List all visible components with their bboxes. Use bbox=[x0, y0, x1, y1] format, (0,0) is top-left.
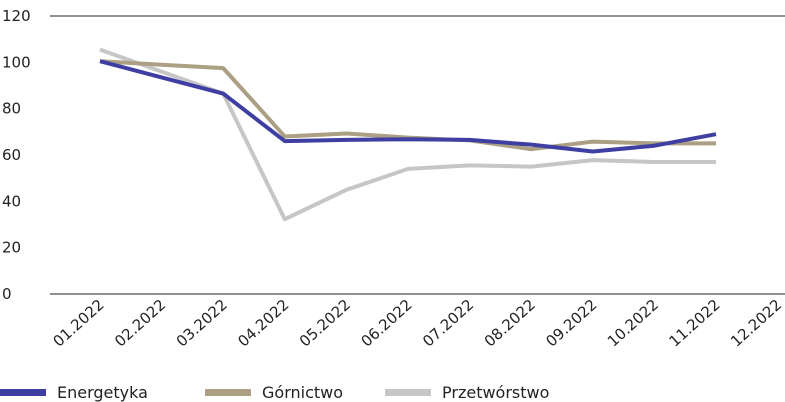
legend-swatch-energetyka bbox=[0, 389, 46, 396]
x-tick-label: 01.2022 bbox=[50, 296, 108, 351]
y-tick-label: 120 bbox=[2, 7, 31, 25]
legend-label-energetyka: Energetyka bbox=[57, 383, 148, 402]
series-line-przetwórstwo bbox=[99, 47, 716, 222]
y-tick-label: 0 bbox=[2, 285, 12, 303]
legend-label-przetworstwo: Przetwórstwo bbox=[442, 383, 550, 402]
x-tick-label: 02.2022 bbox=[111, 296, 169, 351]
legend-item-energetyka: Energetyka bbox=[0, 383, 148, 402]
y-axis-ticks: 0 20 40 60 80 100 120 bbox=[2, 7, 31, 303]
line-chart: 0 20 40 60 80 100 120 01.2022 02.2022 03.2022 04.… bbox=[2, 7, 785, 351]
legend-item-przetworstwo: Przetwórstwo bbox=[385, 383, 549, 402]
x-tick-label: 07.2022 bbox=[419, 296, 477, 351]
legend-swatch-przetworstwo bbox=[385, 389, 431, 396]
y-tick-label: 100 bbox=[2, 53, 31, 71]
series-lines bbox=[99, 47, 717, 222]
y-tick-label: 60 bbox=[2, 146, 21, 164]
y-tick-label: 20 bbox=[2, 239, 21, 257]
legend: Energetyka Górnictwo Przetwórstwo bbox=[0, 383, 785, 402]
series-line-energetyka bbox=[99, 59, 717, 154]
legend-item-gornictwo: Górnictwo bbox=[205, 383, 343, 402]
y-tick-label: 40 bbox=[2, 192, 21, 210]
x-tick-label: 12.2022 bbox=[727, 296, 785, 351]
legend-swatch-gornictwo bbox=[205, 389, 251, 396]
x-tick-label: 05.2022 bbox=[296, 296, 354, 351]
x-tick-label: 09.2022 bbox=[542, 296, 600, 351]
x-tick-label: 06.2022 bbox=[358, 296, 416, 351]
x-axis-ticks: 01.2022 02.2022 03.2022 04.2022 05.2022 06.20… bbox=[50, 296, 785, 351]
series-line-górnictwo bbox=[99, 59, 716, 152]
x-tick-label: 11.2022 bbox=[666, 296, 724, 351]
legend-label-gornictwo: Górnictwo bbox=[262, 383, 344, 402]
y-tick-label: 80 bbox=[2, 100, 21, 118]
x-tick-label: 04.2022 bbox=[234, 296, 292, 351]
x-tick-label: 03.2022 bbox=[173, 296, 231, 351]
x-tick-label: 10.2022 bbox=[604, 296, 662, 351]
x-tick-label: 08.2022 bbox=[481, 296, 539, 351]
